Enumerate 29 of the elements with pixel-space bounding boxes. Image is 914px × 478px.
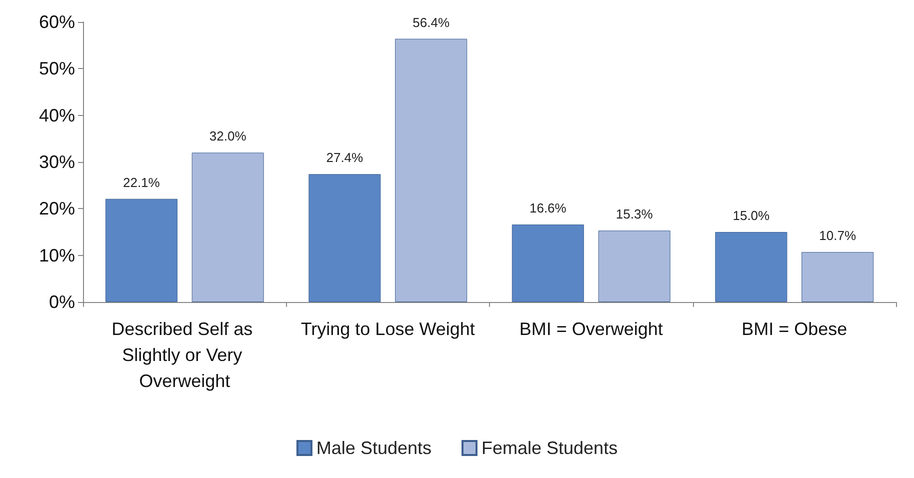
y-tick-label: 10% bbox=[38, 245, 75, 266]
data-label: 56.4% bbox=[412, 14, 450, 30]
x-tick-label: BMI = Obese bbox=[742, 319, 848, 339]
bar bbox=[512, 224, 584, 302]
data-label: 32.0% bbox=[209, 128, 247, 144]
y-tick-label: 50% bbox=[38, 58, 75, 79]
y-tick-label: 20% bbox=[38, 198, 75, 219]
bar bbox=[192, 152, 264, 302]
y-tick-label: 60% bbox=[38, 12, 75, 32]
legend-label: Female Students bbox=[481, 438, 618, 458]
x-tick-label: Trying to Lose Weight bbox=[300, 319, 475, 339]
bar bbox=[395, 38, 468, 302]
bar bbox=[105, 198, 178, 302]
x-tick-label: Described Self as Slightly or Very Overweight bbox=[112, 319, 258, 391]
data-label: 22.1% bbox=[122, 174, 160, 190]
data-label: 27.4% bbox=[326, 150, 364, 166]
bar bbox=[715, 232, 788, 302]
y-tick-label: 0% bbox=[48, 292, 75, 312]
data-label: 15.0% bbox=[732, 208, 770, 223]
bar bbox=[308, 174, 381, 302]
bar bbox=[802, 252, 874, 302]
data-label: 16.6% bbox=[529, 200, 567, 216]
data-label: 10.7% bbox=[819, 228, 856, 244]
legend-label: Male Students bbox=[316, 438, 432, 458]
bar bbox=[598, 230, 670, 302]
y-tick-label: 30% bbox=[38, 152, 75, 172]
data-label: 15.3% bbox=[616, 206, 654, 222]
y-tick-label: 40% bbox=[38, 105, 75, 126]
x-tick-label: BMI = Overweight bbox=[519, 319, 663, 339]
